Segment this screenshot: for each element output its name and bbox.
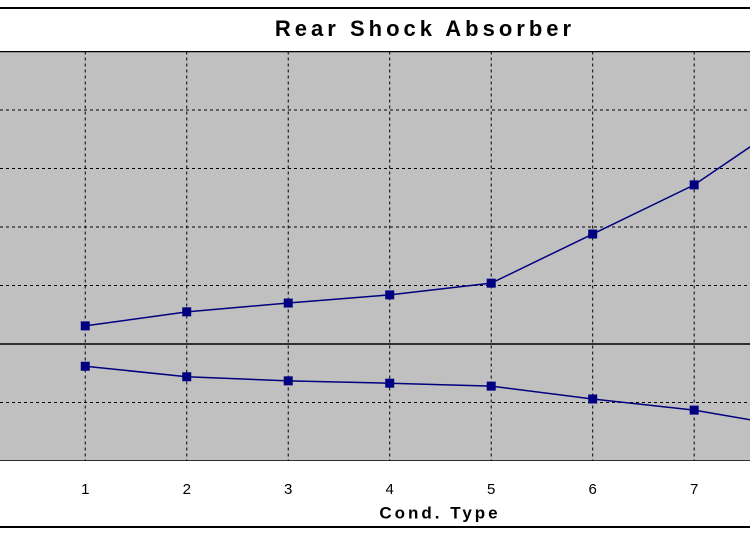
data-point bbox=[182, 372, 192, 382]
data-point bbox=[689, 180, 699, 190]
data-point bbox=[283, 376, 293, 386]
plot-area bbox=[0, 51, 750, 461]
x-tick-label: 7 bbox=[690, 481, 698, 498]
data-point bbox=[486, 381, 496, 391]
series-line bbox=[85, 365, 750, 421]
plot-background bbox=[0, 51, 750, 461]
data-point bbox=[80, 321, 90, 331]
x-tick-label: 1 bbox=[81, 481, 89, 498]
data-point bbox=[588, 394, 598, 404]
data-point bbox=[588, 229, 598, 239]
data-point bbox=[689, 405, 699, 415]
data-point bbox=[385, 290, 395, 300]
data-point bbox=[486, 278, 496, 288]
x-tick-label: 5 bbox=[487, 481, 495, 498]
chart-title: Rear Shock Absorber bbox=[275, 16, 575, 41]
data-point bbox=[182, 307, 192, 317]
x-tick-label: 4 bbox=[386, 481, 394, 498]
data-point bbox=[80, 361, 90, 371]
x-tick-label: 2 bbox=[183, 481, 191, 498]
data-point bbox=[385, 378, 395, 388]
x-axis-label: Cond. Type bbox=[379, 503, 500, 522]
series-line bbox=[85, 146, 750, 327]
data-point bbox=[283, 298, 293, 308]
x-tick-label: 6 bbox=[589, 481, 597, 498]
x-tick-label: 3 bbox=[284, 481, 292, 498]
